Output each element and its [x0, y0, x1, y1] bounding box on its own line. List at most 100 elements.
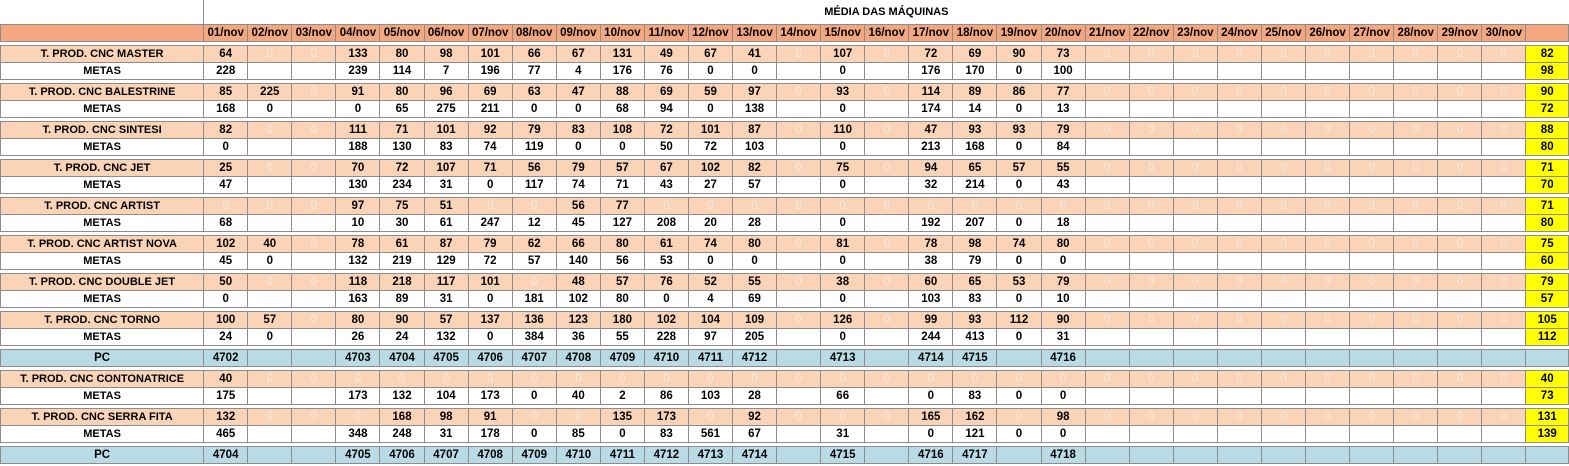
- metas-cell: 0: [1040, 424, 1086, 443]
- production-cell: 78: [335, 234, 381, 253]
- production-cell: 0: [1084, 44, 1130, 63]
- production-cell: 69: [952, 44, 998, 63]
- metas-cell: [776, 289, 822, 308]
- pc-cell: 4706: [379, 445, 425, 464]
- metas-cell: [1084, 424, 1130, 443]
- production-cell: 0: [1084, 120, 1130, 139]
- metas-cell: [1172, 213, 1218, 232]
- production-cell: 98: [952, 234, 998, 253]
- metas-cell: 275: [423, 99, 469, 118]
- production-cell: 92: [467, 120, 513, 139]
- metas-row: METAS 175 173 132 104 173 0 40 2 86 103 28 66 0 83 0 0 73: [0, 386, 1569, 405]
- metas-cell: 132: [379, 386, 425, 405]
- production-cell: 74: [687, 234, 734, 253]
- metas-cell: [1128, 251, 1174, 270]
- production-cell: 0: [511, 369, 557, 388]
- metas-row: METAS 68 10 30 61 247 12 45 127 208 20 28 0 192 207 0 18…: [0, 213, 1569, 232]
- production-cell: 0: [643, 369, 689, 388]
- metas-cell: [1128, 137, 1174, 156]
- production-cell: 0: [1305, 82, 1351, 101]
- pc-row: PC 4702 4703 4704 4705 4706 4707 4708 4709 4710 47…: [0, 348, 1569, 367]
- pc-cell: [291, 445, 337, 464]
- production-cell: 0: [511, 196, 557, 215]
- production-cell: 0: [1084, 272, 1130, 291]
- metas-cell: [776, 137, 822, 156]
- production-row: T. PROD. CNC MASTER 64 0 0 133 80 98 101 66 67 131…: [0, 44, 1569, 63]
- production-cell: 0: [1216, 369, 1262, 388]
- production-cell: 79: [1040, 272, 1086, 291]
- production-cell: 135: [599, 407, 645, 426]
- metas-cell: [1305, 289, 1351, 308]
- pc-cell: 4705: [423, 348, 469, 367]
- production-cell: 67: [687, 44, 734, 63]
- pc-cell: [996, 348, 1042, 367]
- production-cell: 0: [1437, 369, 1483, 388]
- production-cell: 56: [555, 196, 601, 215]
- production-cell: 0: [1481, 82, 1527, 101]
- production-cell: 0: [776, 272, 822, 291]
- production-cell: 0: [1393, 234, 1439, 253]
- metas-cell: 28: [731, 386, 778, 405]
- date-header-cell: 27/nov: [1349, 23, 1395, 42]
- metas-cell: 234: [379, 175, 425, 194]
- production-cell: 118: [335, 272, 381, 291]
- metas-cell: 465: [203, 424, 249, 443]
- production-cell: 0: [1128, 82, 1174, 101]
- metas-row: METAS 465 348 248 31 178 0 85 0 83 561 67 31 0 121 0 0 13…: [0, 424, 1569, 443]
- production-cell: 57: [423, 310, 469, 329]
- production-cell: 89: [952, 82, 998, 101]
- production-total: 82: [1525, 44, 1569, 63]
- metas-cell: [1437, 213, 1483, 232]
- production-cell: 77: [599, 196, 645, 215]
- production-cell: 101: [467, 44, 513, 63]
- metas-total: 80: [1525, 137, 1569, 156]
- production-cell: 80: [335, 310, 381, 329]
- metas-label: METAS: [0, 99, 205, 118]
- production-cell: 0: [864, 82, 910, 101]
- metas-cell: 57: [511, 251, 557, 270]
- metas-cell: 26: [335, 327, 381, 346]
- metas-cell: [1260, 137, 1307, 156]
- production-cell: 51: [423, 196, 469, 215]
- pc-cell: 4702: [203, 348, 249, 367]
- production-cell: 0: [1393, 196, 1439, 215]
- metas-cell: [1172, 289, 1218, 308]
- metas-cell: 50: [643, 137, 689, 156]
- production-cell: 93: [952, 310, 998, 329]
- metas-cell: [1393, 175, 1439, 194]
- metas-cell: 176: [908, 61, 954, 80]
- pc-cell: [864, 445, 910, 464]
- metas-cell: 119: [511, 137, 557, 156]
- machine-label: T. PROD. CNC MASTER: [0, 44, 205, 63]
- pc-cell: [864, 348, 910, 367]
- metas-cell: 45: [555, 213, 601, 232]
- production-cell: 0: [776, 158, 822, 177]
- metas-cell: 4: [687, 289, 734, 308]
- production-cell: 100: [203, 310, 249, 329]
- metas-cell: 30: [379, 213, 425, 232]
- metas-cell: 14: [952, 99, 998, 118]
- production-row: T. PROD. CNC ARTIST 0 0 0 97 75 51 0 0 56 77 0 0 0 0 0 0…: [0, 196, 1569, 215]
- production-cell: 0: [1172, 158, 1218, 177]
- metas-cell: 0: [555, 137, 601, 156]
- pc-cell: [1084, 445, 1130, 464]
- production-cell: 0: [1437, 272, 1483, 291]
- production-cell: 63: [511, 82, 557, 101]
- metas-cell: 31: [423, 175, 469, 194]
- date-header-cell: 12/nov: [687, 23, 734, 42]
- metas-total: 80: [1525, 213, 1569, 232]
- metas-cell: [864, 99, 910, 118]
- metas-cell: 205: [731, 327, 778, 346]
- production-cell: 53: [996, 272, 1042, 291]
- pc-cell: [1481, 445, 1527, 464]
- production-cell: 0: [1172, 310, 1218, 329]
- production-cell: 0: [203, 196, 249, 215]
- production-cell: 82: [203, 120, 249, 139]
- date-header-cell: 30/nov: [1481, 23, 1527, 42]
- metas-cell: [1437, 99, 1483, 118]
- production-cell: 136: [511, 310, 557, 329]
- metas-cell: 28: [731, 213, 778, 232]
- metas-cell: [1084, 213, 1130, 232]
- spacer-row: [0, 344, 1569, 350]
- production-row: T. PROD. CNC DOUBLE JET 50 0 0 118 218 117 101 0…: [0, 272, 1569, 291]
